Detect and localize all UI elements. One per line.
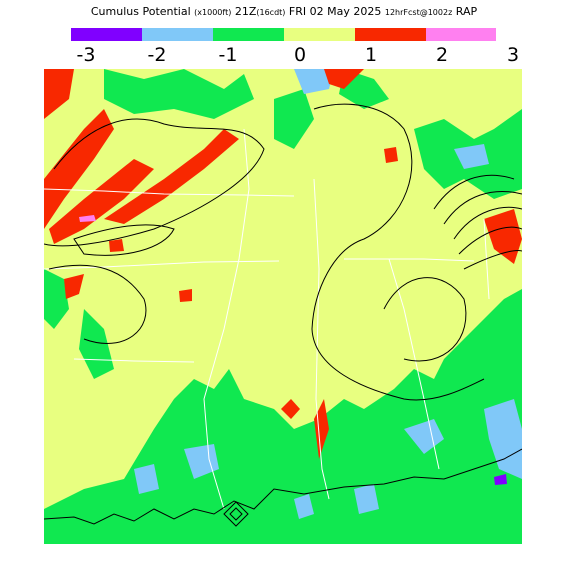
fill-region (354, 484, 379, 514)
legend-bin-neg2-neg1 (142, 28, 213, 41)
contour-line (443, 191, 522, 225)
fill-region (64, 274, 84, 299)
title-units: (x1000ft) (194, 8, 232, 17)
contour-line (433, 174, 515, 210)
legend-bin-neg1-0 (213, 28, 284, 41)
contour-line (223, 501, 249, 527)
legend-tick: 1 (364, 44, 378, 66)
contour-line (48, 264, 147, 344)
legend-bin-neg3-neg2 (71, 28, 142, 41)
fill-region (44, 69, 74, 119)
red-regions (44, 69, 522, 459)
boundary-line (388, 258, 440, 470)
fill-region (294, 494, 314, 519)
fill-region (79, 215, 96, 222)
fill-region (49, 159, 154, 244)
contour-line (44, 118, 265, 247)
fill-region (104, 129, 239, 224)
chart-title: Cumulus Potential (x1000ft) 21Z(16cdt) F… (0, 5, 568, 18)
legend-tick: -2 (147, 44, 167, 66)
title-run: 12hrFcst@1002z (384, 8, 453, 17)
fill-region (454, 144, 489, 169)
title-date: FRI 02 May 2025 (288, 5, 382, 18)
contour-line (311, 103, 413, 330)
fill-region (484, 209, 522, 264)
purple-regions (494, 474, 507, 485)
title-valid: 21Z (234, 5, 257, 18)
magenta-regions (79, 215, 96, 222)
state-boundaries (44, 128, 490, 510)
legend-bin-2-3 (426, 28, 496, 41)
contour-line (229, 507, 243, 521)
fill-region (104, 69, 254, 119)
forecast-map (44, 69, 522, 544)
fill-region (274, 89, 314, 149)
title-main: Cumulus Potential (90, 5, 191, 18)
fill-region (324, 69, 364, 89)
title-forecast-hour: (16cdt) (256, 8, 286, 17)
fill-region (44, 269, 69, 329)
boundary-line (73, 358, 195, 363)
contour-line (453, 206, 522, 240)
fill-region (44, 109, 114, 229)
fill-region (109, 239, 124, 252)
contour-lines (44, 103, 522, 527)
fill-region (79, 309, 114, 379)
legend-tick: -3 (76, 44, 96, 66)
fill-region (184, 444, 219, 479)
legend-tick: -1 (218, 44, 238, 66)
contour-line (458, 226, 522, 255)
fill-region (134, 464, 159, 494)
fill-region (494, 474, 507, 485)
legend-bin-1-2 (355, 28, 426, 41)
fill-region (281, 399, 300, 419)
blue-regions (134, 69, 522, 519)
fill-region (484, 399, 522, 479)
fill-region (384, 147, 398, 163)
legend-tick: 0 (293, 44, 307, 66)
fill-region (179, 289, 192, 302)
legend-tick: 2 (435, 44, 449, 66)
contour-line (383, 277, 467, 362)
boundary-line (44, 188, 295, 197)
contour-line (73, 224, 175, 256)
contour-line (463, 250, 522, 270)
boundary-line (313, 178, 330, 500)
boundary-line (344, 258, 475, 262)
legend-bin-0-1 (284, 28, 355, 41)
legend-tick: 3 (506, 44, 520, 66)
title-model: RAP (455, 5, 478, 18)
contour-line (311, 328, 485, 401)
boundary-line (203, 128, 250, 510)
contour-line (44, 448, 522, 525)
boundary-line (44, 260, 280, 270)
fill-region (44, 289, 522, 544)
fill-region (294, 69, 334, 94)
